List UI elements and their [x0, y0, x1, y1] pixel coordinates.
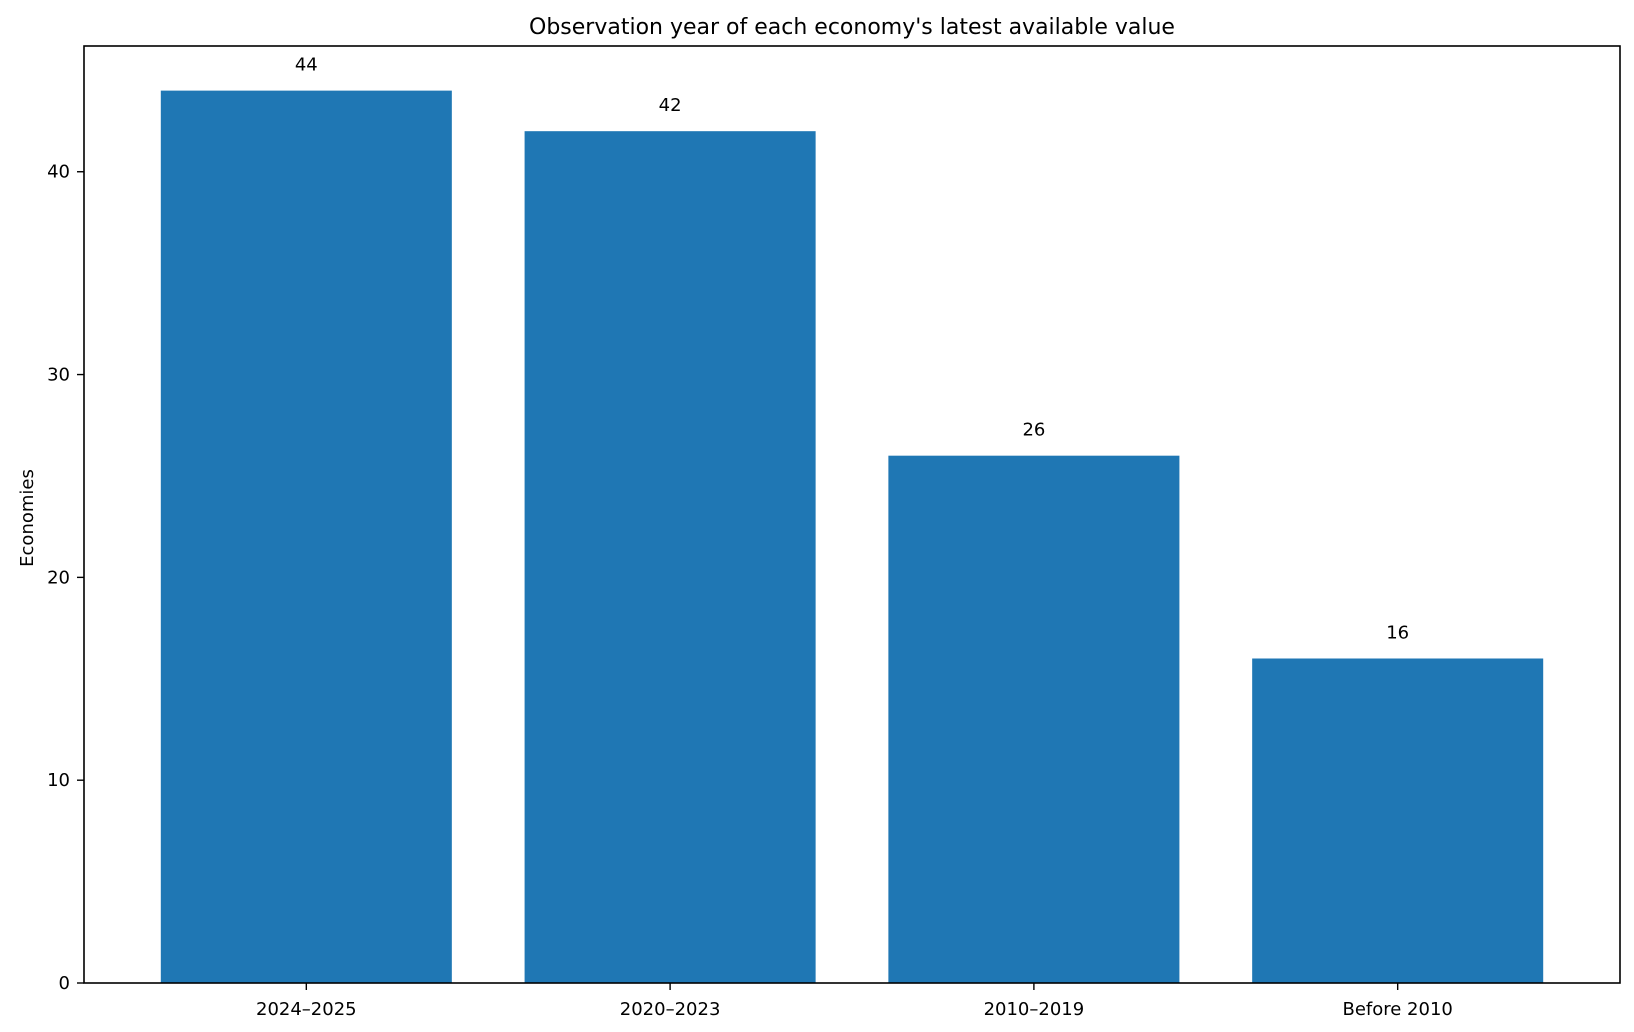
y-tick-label: 40	[47, 162, 70, 183]
bar-value-label: 16	[1386, 622, 1409, 643]
bars-layer: 44 42 26 16	[160, 55, 1544, 984]
y-tick-label: 0	[59, 973, 70, 994]
x-tick-label: 2010–2019	[984, 999, 1085, 1020]
bar-value-label: 42	[659, 95, 682, 116]
bar	[524, 131, 816, 983]
y-axis-ticks: 0 10 20 30 40	[47, 162, 84, 994]
plot-frame	[83, 45, 1621, 984]
y-tick-label: 10	[47, 770, 70, 791]
bar	[888, 455, 1180, 984]
bar	[1252, 658, 1544, 983]
y-axis-label: Economies	[17, 469, 38, 567]
y-tick-label: 20	[47, 567, 70, 588]
x-tick-label: 2024–2025	[256, 999, 357, 1020]
bar-value-label: 26	[1022, 420, 1045, 441]
y-tick-label: 30	[47, 365, 70, 386]
x-tick-label: Before 2010	[1342, 999, 1452, 1020]
chart-title: Observation year of each economy's lates…	[529, 15, 1175, 40]
x-axis-ticks: 2024–2025 2020–2023 2010–2019 Before 2010	[256, 983, 1453, 1020]
bar-value-label: 44	[295, 55, 318, 76]
bar	[160, 90, 452, 984]
x-tick-label: 2020–2023	[620, 999, 721, 1020]
